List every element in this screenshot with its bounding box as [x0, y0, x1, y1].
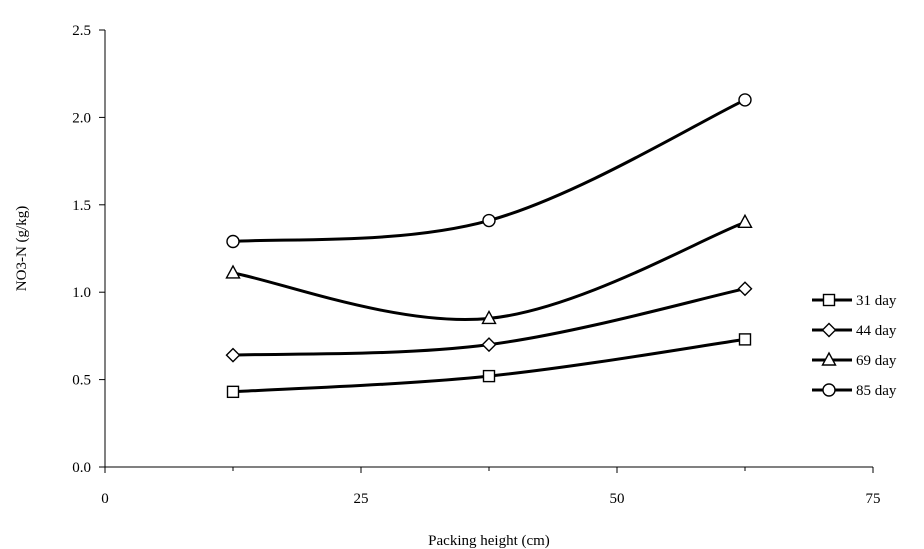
data-point-diamond — [737, 281, 753, 297]
series-diamond — [225, 281, 753, 363]
legend-item: 69 day — [812, 351, 897, 369]
data-point-circle — [482, 213, 496, 228]
legend-marker-diamond — [821, 322, 837, 338]
legend-item: 31 day — [812, 293, 897, 309]
x-tick-label: 50 — [610, 491, 625, 507]
data-point-triangle — [737, 213, 753, 228]
x-ticks: 0 25 50 75 — [101, 467, 881, 507]
y-ticks: 0.0 0.5 1.0 1.5 2.0 2.5 — [72, 23, 105, 476]
legend-label: 31 day — [856, 293, 897, 309]
series-line — [232, 220, 746, 321]
legend: 31 day 44 day 69 day 85 day — [812, 293, 897, 399]
y-axis-label: NO3-N (g/kg) — [14, 206, 30, 291]
data-point-triangle — [481, 309, 497, 325]
series-triangle — [225, 213, 753, 325]
series-layer — [225, 93, 753, 399]
x-axis-label: Packing height (cm) — [428, 533, 550, 549]
data-point-triangle — [225, 264, 241, 279]
legend-marker-square — [822, 293, 836, 307]
y-tick-label: 0.0 — [72, 460, 91, 476]
legend-label: 85 day — [856, 383, 897, 399]
series-square — [226, 333, 752, 399]
legend-label: 44 day — [856, 323, 897, 339]
data-point-square — [226, 385, 240, 399]
x-tick-label: 75 — [866, 491, 881, 507]
data-point-square — [738, 333, 752, 346]
legend-label: 69 day — [856, 353, 897, 369]
legend-marker-circle — [822, 383, 836, 397]
legend-marker-triangle — [821, 351, 837, 366]
data-point-square — [482, 369, 496, 383]
data-point-diamond — [481, 337, 497, 353]
legend-item: 85 day — [812, 383, 897, 399]
data-point-circle — [738, 93, 752, 107]
y-tick-label: 0.5 — [72, 373, 91, 389]
data-point-circle — [226, 234, 240, 249]
y-tick-label: 2.5 — [72, 23, 91, 39]
y-tick-label: 1.0 — [72, 285, 91, 301]
data-point-diamond — [225, 347, 241, 363]
axes: 0 25 50 75 0.0 0.5 1.0 1.5 2.0 2.5 — [72, 23, 880, 507]
legend-item: 44 day — [812, 322, 897, 339]
series-circle — [226, 93, 752, 249]
x-tick-label: 25 — [354, 491, 369, 507]
y-tick-label: 1.5 — [72, 198, 91, 214]
y-tick-label: 2.0 — [72, 110, 91, 126]
x-tick-label: 0 — [101, 491, 109, 507]
